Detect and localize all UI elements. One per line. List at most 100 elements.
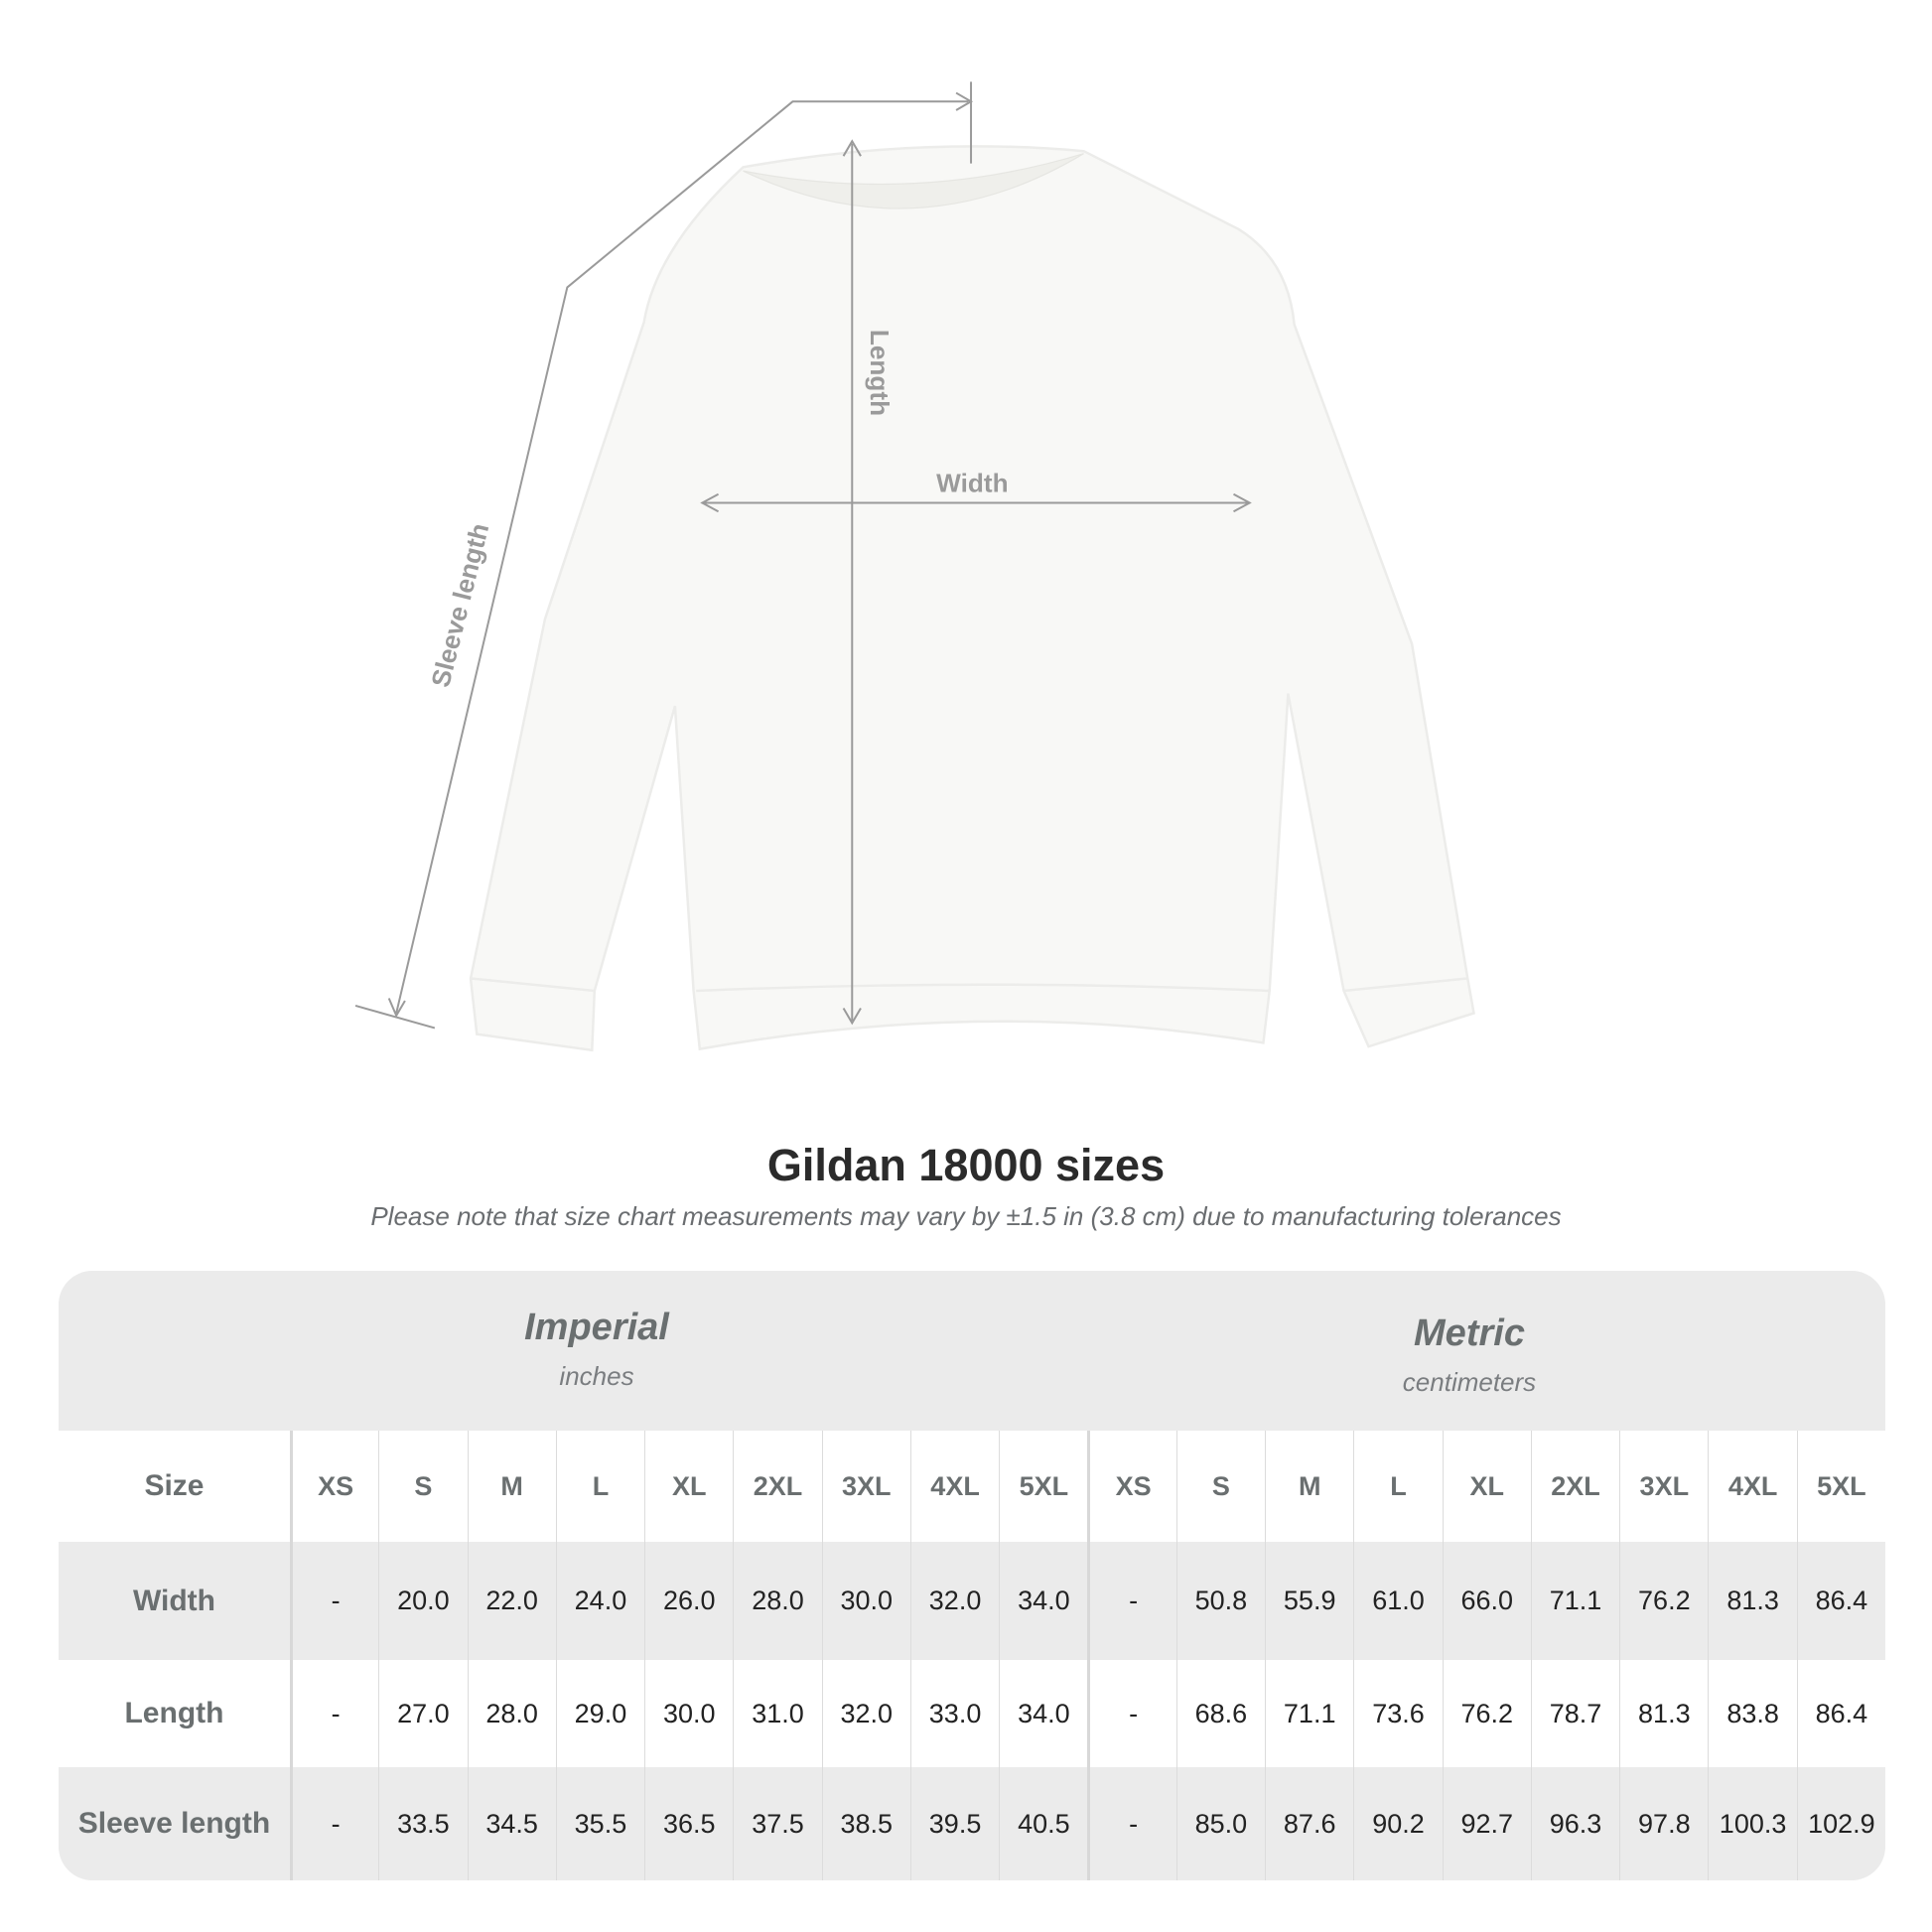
imperial-value-cell: 28.0 xyxy=(467,1660,556,1767)
neck-collar xyxy=(743,153,1084,209)
table-row: Sleeve length -33.5 34.5 35.5 36.5 37.5 38.5 39… xyxy=(59,1767,1885,1880)
metric-value-cell: 87.6 xyxy=(1265,1767,1353,1880)
metric-size-5xl: 5XL xyxy=(1796,1431,1885,1542)
sleeve-line xyxy=(395,100,969,1014)
metric-value-cell: 73.6 xyxy=(1353,1660,1442,1767)
metric-value-cell: 96.3 xyxy=(1530,1767,1619,1880)
imperial-size-m: M xyxy=(467,1431,556,1542)
cuff-right xyxy=(1343,977,1468,993)
table-row: Length -27.0 28.0 29.0 30.0 31.0 32.0 33.0 34.0-… xyxy=(59,1660,1885,1767)
metric-title: Metric xyxy=(1414,1312,1525,1354)
imperial-value-cell: 32.0 xyxy=(821,1660,910,1767)
cuff-left xyxy=(470,977,595,993)
tolerance-note: Please note that size chart measurements… xyxy=(370,1201,1562,1231)
metric-value-cell: 81.3 xyxy=(1708,1542,1796,1660)
imperial-value-cell: 30.0 xyxy=(644,1660,733,1767)
metric-size-xl: XL xyxy=(1442,1431,1531,1542)
imperial-value-cell: 22.0 xyxy=(467,1542,556,1660)
sleeve-arrow-bottom xyxy=(387,998,406,1019)
metric-value-cell: 86.4 xyxy=(1796,1542,1885,1660)
imperial-value-cell: - xyxy=(289,1542,378,1660)
imperial-value-cell: 35.5 xyxy=(555,1767,644,1880)
metric-value-cell: 90.2 xyxy=(1353,1767,1442,1880)
metric-size-l: L xyxy=(1353,1431,1442,1542)
length-arrow-top xyxy=(842,139,862,157)
metric-value-cell: - xyxy=(1087,1767,1175,1880)
row-label: Sleeve length xyxy=(77,1807,271,1840)
imperial-value-cell: 37.5 xyxy=(733,1767,821,1880)
imperial-value-cell: 28.0 xyxy=(733,1542,821,1660)
imperial-value-cell: 29.0 xyxy=(555,1660,644,1767)
hem-band xyxy=(696,983,1270,993)
metric-value-cell: 86.4 xyxy=(1796,1660,1885,1767)
imperial-value-cell: 30.0 xyxy=(821,1542,910,1660)
imperial-value-cell: 38.5 xyxy=(821,1767,910,1880)
size-header-label: Size xyxy=(144,1469,205,1502)
metric-value-cell: - xyxy=(1087,1660,1175,1767)
imperial-size-xs: XS xyxy=(289,1431,378,1542)
metric-value-cell: 83.8 xyxy=(1708,1660,1796,1767)
imperial-value-cell: - xyxy=(289,1660,378,1767)
sleeve-length-label: Sleeve length xyxy=(425,520,494,690)
metric-value-cell: 100.3 xyxy=(1708,1767,1796,1880)
imperial-value-cell: 32.0 xyxy=(909,1542,999,1660)
imperial-value-cell: 34.5 xyxy=(467,1767,556,1880)
metric-value-cell: 85.0 xyxy=(1175,1767,1265,1880)
imperial-value-cell: 40.5 xyxy=(999,1767,1087,1880)
metric-value-cell: 78.7 xyxy=(1530,1660,1619,1767)
imperial-value-cell: 34.0 xyxy=(999,1542,1087,1660)
imperial-value-cell: 20.0 xyxy=(378,1542,467,1660)
table-row: Width -20.0 22.0 24.0 26.0 28.0 30.0 32.0 34.0-5… xyxy=(59,1542,1885,1660)
sweatshirt-image xyxy=(469,145,1475,1052)
metric-size-2xl: 2XL xyxy=(1530,1431,1619,1542)
length-arrow-bottom xyxy=(842,1007,862,1026)
metric-value-cell: 92.7 xyxy=(1442,1767,1531,1880)
imperial-value-cell: 24.0 xyxy=(555,1542,644,1660)
metric-value-cell: 61.0 xyxy=(1353,1542,1442,1660)
width-arrow-left xyxy=(700,492,720,513)
imperial-value-cell: 33.5 xyxy=(378,1767,467,1880)
imperial-value-cell: 36.5 xyxy=(644,1767,733,1880)
metric-size-s: S xyxy=(1175,1431,1265,1542)
sleeve-tick-bottom xyxy=(354,1005,436,1030)
metric-size-xs: XS xyxy=(1087,1431,1175,1542)
imperial-size-s: S xyxy=(378,1431,467,1542)
row-label: Width xyxy=(132,1584,215,1617)
imperial-size-l: L xyxy=(555,1431,644,1542)
imperial-value-cell: 33.0 xyxy=(909,1660,999,1767)
metric-value-cell: 102.9 xyxy=(1796,1767,1885,1880)
imperial-value-cell: 27.0 xyxy=(378,1660,467,1767)
metric-size-3xl: 3XL xyxy=(1619,1431,1708,1542)
sweatshirt-diagram: Length Width Sleeve length xyxy=(354,81,1475,1052)
metric-header: Metric centimeters xyxy=(1271,1312,1668,1398)
metric-size-m: M xyxy=(1265,1431,1353,1542)
size-row: Size XS S M L XL 2XL 3XL 4XL 5XL XS S M L XL 2XL 3XL 4XL 5… xyxy=(59,1431,1885,1542)
metric-value-cell: 66.0 xyxy=(1442,1542,1531,1660)
imperial-size-2xl: 2XL xyxy=(733,1431,821,1542)
length-label: Length xyxy=(865,330,895,416)
metric-value-cell: 81.3 xyxy=(1619,1660,1708,1767)
page-title: Gildan 18000 sizes xyxy=(766,1140,1166,1190)
imperial-value-cell: 39.5 xyxy=(909,1767,999,1880)
metric-value-cell: 97.8 xyxy=(1619,1767,1708,1880)
imperial-title: Imperial xyxy=(524,1307,669,1348)
width-label: Width xyxy=(936,468,1008,497)
imperial-value-cell: 31.0 xyxy=(733,1660,821,1767)
width-arrow-right xyxy=(1233,492,1252,513)
imperial-header: Imperial inches xyxy=(398,1307,795,1392)
imperial-size-5xl: 5XL xyxy=(999,1431,1087,1542)
imperial-unit: inches xyxy=(559,1361,634,1391)
imperial-value-cell: 26.0 xyxy=(644,1542,733,1660)
metric-size-4xl: 4XL xyxy=(1708,1431,1796,1542)
metric-value-cell: 71.1 xyxy=(1530,1542,1619,1660)
metric-value-cell: 50.8 xyxy=(1175,1542,1265,1660)
metric-value-cell: 68.6 xyxy=(1175,1660,1265,1767)
metric-value-cell: 76.2 xyxy=(1442,1660,1531,1767)
metric-unit: centimeters xyxy=(1402,1367,1537,1397)
metric-value-cell: 55.9 xyxy=(1265,1542,1353,1660)
imperial-value-cell: - xyxy=(289,1767,378,1880)
metric-value-cell: - xyxy=(1087,1542,1175,1660)
metric-value-cell: 71.1 xyxy=(1265,1660,1353,1767)
imperial-size-xl: XL xyxy=(644,1431,733,1542)
size-chart-table: Imperial inches Metric centimeters Size X… xyxy=(59,1271,1885,1880)
